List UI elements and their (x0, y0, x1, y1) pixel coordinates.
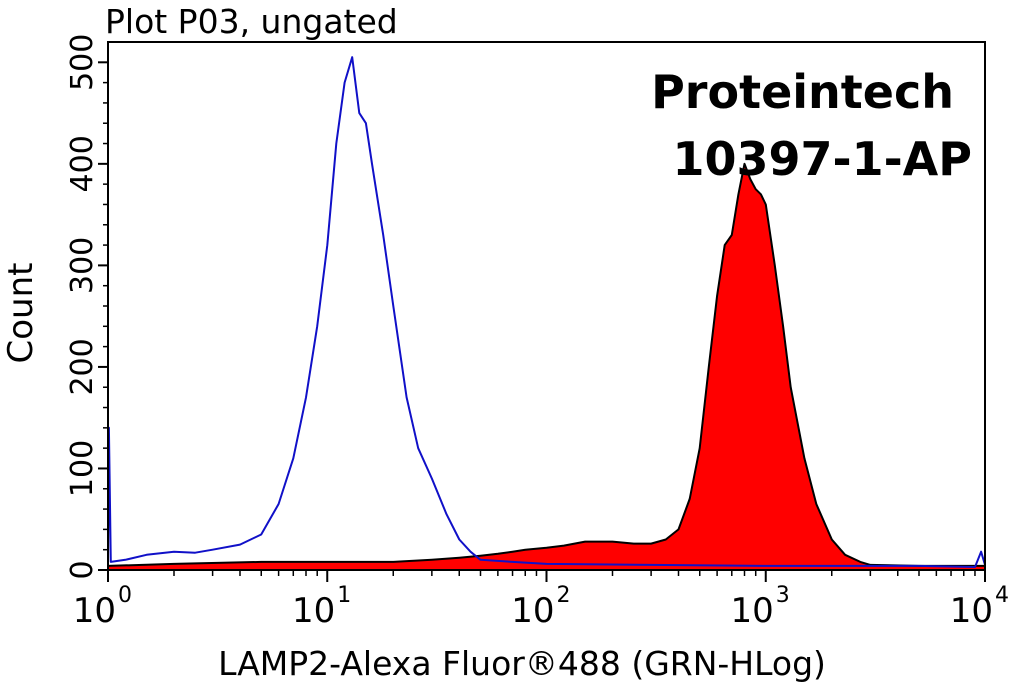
x-tick-exponent: 3 (776, 583, 790, 608)
y-tick-label: 300 (65, 237, 100, 294)
x-tick-base: 10 (511, 591, 554, 631)
x-tick-label: 10 1 (292, 583, 351, 631)
y-tick-label: 500 (65, 34, 100, 91)
x-tick-base: 10 (73, 591, 116, 631)
x-tick-label: 10 3 (730, 583, 789, 631)
y-tick-label: 200 (65, 338, 100, 395)
x-tick-label: 10 0 (73, 583, 132, 631)
y-axis-label: Count (1, 263, 41, 364)
x-axis-ticks: 10 0 10 1 10 2 10 3 10 4 (73, 570, 1009, 631)
y-tick-label: 100 (65, 440, 100, 497)
x-axis-label: LAMP2-Alexa Fluor®488 (GRN-HLog) (218, 644, 826, 683)
y-tick-label: 400 (65, 135, 100, 192)
x-tick-label: 10 2 (511, 583, 570, 631)
series-layer (107, 56, 986, 571)
x-tick-exponent: 1 (337, 583, 351, 608)
x-tick-label: 10 4 (950, 583, 1009, 631)
x-tick-exponent: 2 (557, 583, 571, 608)
series-1-area (108, 163, 985, 571)
annotation-brand: Proteintech (651, 65, 954, 119)
x-tick-exponent: 4 (995, 583, 1009, 608)
x-tick-base: 10 (292, 591, 335, 631)
x-tick-exponent: 0 (118, 583, 132, 608)
x-tick-base: 10 (950, 591, 993, 631)
x-tick-base: 10 (730, 591, 773, 631)
series-1-line (107, 162, 985, 567)
y-tick-label: 0 (65, 560, 100, 579)
annotation-catalog-number: 10397-1-AP (672, 132, 972, 186)
chart-title: Plot P03, ungated (105, 2, 398, 41)
plot-frame (107, 41, 986, 571)
series-0-line (107, 56, 986, 568)
y-axis-ticks: 0 100 200 300 400 500 (65, 34, 108, 580)
